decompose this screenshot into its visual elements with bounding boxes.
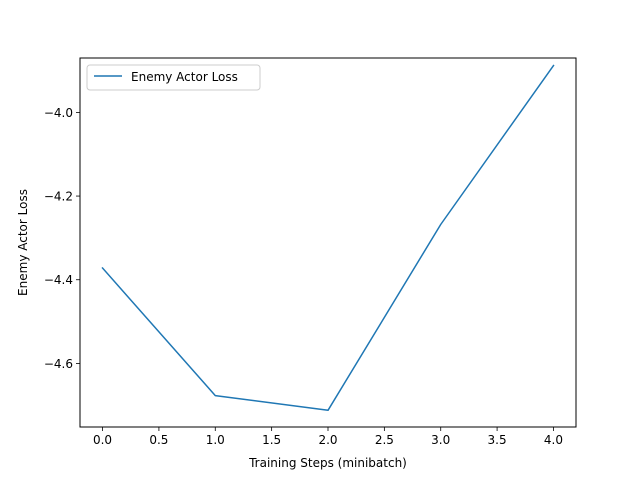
series-line-0	[101, 64, 555, 412]
x-tick-label: 3.5	[488, 433, 507, 447]
legend-box	[86, 64, 261, 91]
x-axis-ticks: 0.0 0.5 1.0 1.5 2.0 2.5 3.0 3.5 4.0	[93, 427, 563, 447]
plot-area	[80, 58, 576, 427]
series-layer	[101, 64, 555, 412]
x-tick-label: 2.0	[318, 433, 337, 447]
x-tick-label: 1.0	[206, 433, 225, 447]
x-tick-label: 2.5	[375, 433, 394, 447]
y-tick-label: −4.2	[44, 190, 73, 204]
y-axis-title: Enemy Actor Loss	[16, 189, 30, 296]
y-tick-label: −4.6	[44, 357, 73, 371]
y-tick-label: −4.4	[44, 273, 73, 287]
legend-label: Enemy Actor Loss	[131, 70, 238, 84]
x-tick-label: 3.0	[431, 433, 450, 447]
x-tick-label: 1.5	[262, 433, 281, 447]
x-tick-label: 0.5	[149, 433, 168, 447]
y-tick-label: −4.0	[44, 106, 73, 120]
x-tick-label: 4.0	[544, 433, 563, 447]
x-axis-title: Training Steps (minibatch)	[248, 456, 407, 470]
y-axis-ticks: −4.6 −4.4 −4.2 −4.0	[44, 106, 80, 371]
legend: Enemy Actor Loss	[86, 64, 261, 91]
x-tick-label: 0.0	[93, 433, 112, 447]
